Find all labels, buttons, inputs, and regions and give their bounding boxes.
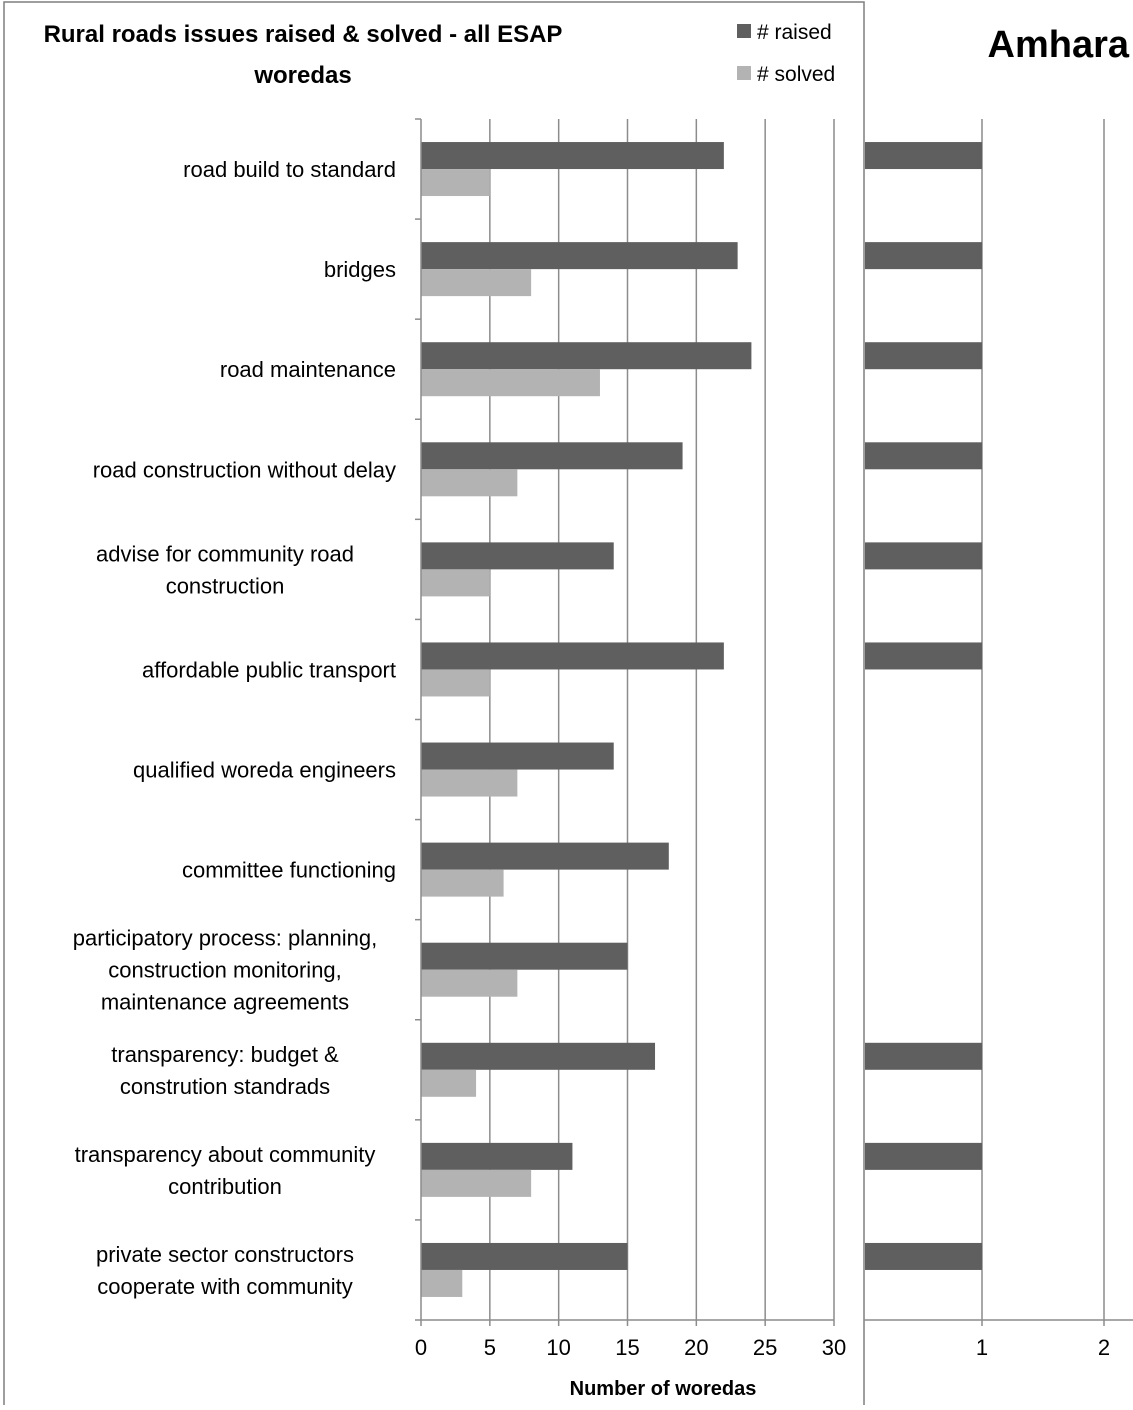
amhara-bar — [865, 1242, 982, 1270]
amhara-bar — [865, 242, 982, 270]
category-label: private sector constructors cooperate wit… — [96, 1242, 354, 1299]
category-label: road maintenance — [220, 357, 396, 382]
bar-raised — [421, 942, 628, 970]
legend: # raised # solved — [737, 21, 835, 86]
category-label: road build to standard — [183, 157, 396, 182]
bar-raised — [421, 342, 752, 370]
bar-solved — [421, 769, 518, 797]
main-x-tick-labels: 0 5 10 15 20 25 30 — [415, 1335, 846, 1360]
bar-solved — [421, 469, 518, 497]
bar-raised — [421, 442, 683, 470]
amhara-x-tick-label: 1 — [976, 1335, 988, 1360]
main-chart-frame — [3, 1, 865, 1410]
amhara-x-tick-label: 2 — [1098, 1335, 1110, 1360]
amhara-bar — [865, 1042, 982, 1070]
bar-solved — [421, 1169, 532, 1197]
x-tick-label: 0 — [415, 1335, 427, 1360]
category-label: bridges — [324, 257, 396, 282]
amhara-bar — [865, 142, 982, 170]
category-label: qualified woreda engineers — [133, 758, 396, 783]
main-gridlines — [420, 119, 835, 1326]
bar-raised — [421, 242, 738, 270]
bar-solved — [421, 1269, 463, 1297]
x-tick-label: 20 — [684, 1335, 708, 1360]
category-labels: road build to standard bridges road mainte… — [73, 157, 396, 1299]
chart-title-text: Rural roads issues raised & solved - all… — [44, 21, 563, 89]
category-label: transparency about community contribution — [75, 1142, 376, 1199]
bar-solved — [421, 569, 490, 597]
bar-solved — [421, 869, 504, 897]
bar-raised — [421, 1042, 656, 1070]
bar-raised — [421, 542, 614, 570]
amhara-bar — [865, 642, 982, 670]
main-category-axis — [415, 118, 834, 1321]
amhara-bar — [865, 342, 982, 370]
x-axis-title: Number of woredas — [570, 1378, 757, 1400]
bar-solved — [421, 169, 490, 197]
bar-raised — [421, 742, 614, 770]
legend-swatch-raised — [737, 24, 751, 38]
bar-raised — [421, 842, 669, 870]
x-tick-label: 15 — [615, 1335, 639, 1360]
chart-title: Rural roads issues raised & solved - all… — [44, 21, 563, 89]
bar-raised — [421, 142, 724, 170]
bar-solved — [421, 269, 532, 297]
x-tick-label: 25 — [753, 1335, 777, 1360]
bar-raised — [421, 1242, 628, 1270]
legend-swatch-solved — [737, 66, 751, 80]
amhara-bar — [865, 1142, 982, 1170]
category-label: advise for community road construction — [96, 541, 354, 598]
main-bars — [421, 142, 752, 1297]
category-label: participatory process: planning, construc… — [73, 926, 378, 1015]
legend-label-raised: # raised — [757, 21, 832, 44]
amhara-gridlines — [864, 119, 1133, 1326]
x-tick-label: 10 — [546, 1335, 570, 1360]
bar-solved — [421, 669, 490, 697]
category-label: road construction without delay — [93, 457, 396, 482]
bar-raised — [421, 642, 724, 670]
bar-raised — [421, 1142, 573, 1170]
x-tick-label: 30 — [822, 1335, 846, 1360]
legend-label-solved: # solved — [757, 63, 835, 86]
amhara-bars — [865, 142, 982, 1270]
amhara-bar — [865, 542, 982, 570]
bar-solved — [421, 369, 600, 397]
category-label: affordable public transport — [142, 657, 396, 682]
bar-solved — [421, 969, 518, 997]
x-tick-label: 5 — [484, 1335, 496, 1360]
amhara-title: Amhara — [988, 24, 1130, 66]
amhara-bar — [865, 442, 982, 470]
category-label: committee functioning — [182, 858, 396, 883]
bar-solved — [421, 1069, 477, 1097]
category-label: transparency: budget & constrution standr… — [111, 1042, 339, 1099]
